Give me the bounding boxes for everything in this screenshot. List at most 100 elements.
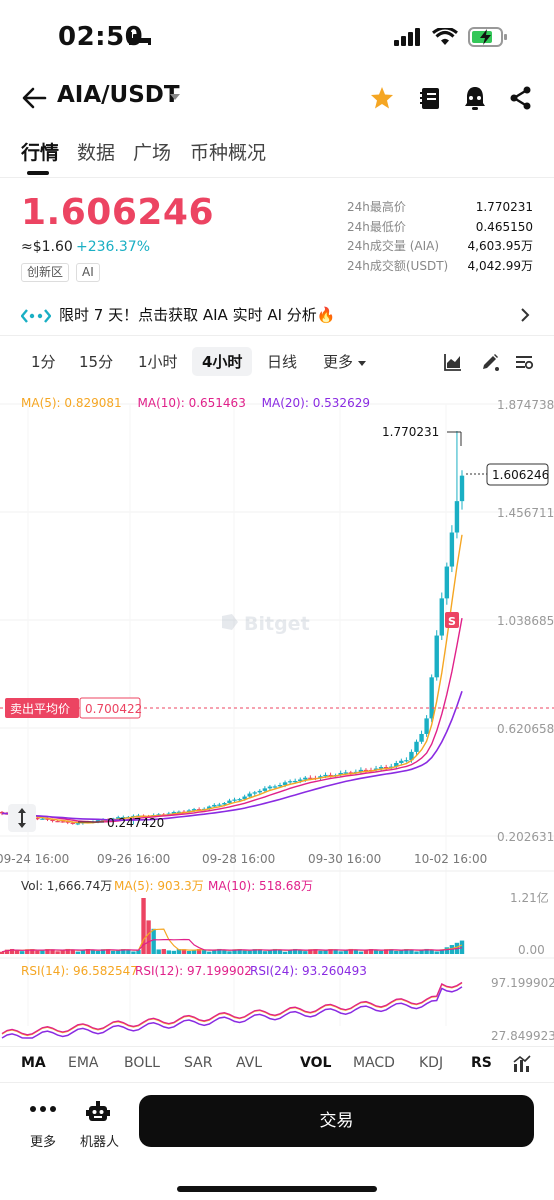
candle-body xyxy=(383,767,389,769)
volume-bar xyxy=(353,949,359,954)
draw-tool-icon[interactable] xyxy=(480,352,500,372)
star-icon[interactable] xyxy=(368,84,396,112)
indicator-kdj[interactable]: KDJ xyxy=(419,1055,444,1071)
candle-body xyxy=(434,635,439,678)
candle-body xyxy=(95,820,101,822)
indicator-avl[interactable]: AVL xyxy=(236,1055,263,1071)
volume-bar xyxy=(232,949,237,954)
interval-more[interactable]: 更多 xyxy=(323,351,366,372)
chart-settings-icon[interactable] xyxy=(514,352,534,372)
kline-chart[interactable]: Bitget 卖出平均价 0.700422 1.770231 0.247420 … xyxy=(0,386,554,1046)
chart-drag-handle[interactable] xyxy=(8,804,36,832)
rsi-legend-24: RSI(24): 93.260493 xyxy=(250,964,367,978)
bottom-bar: 更多 机器人 交易 xyxy=(0,1082,554,1200)
more-label[interactable]: 更多 xyxy=(30,1135,57,1150)
volume-bar xyxy=(414,951,419,954)
chevron-down-icon[interactable] xyxy=(170,94,180,101)
vol-legend-ma5: MA(5): 903.3万 xyxy=(114,879,204,893)
volume-bar xyxy=(212,949,217,954)
indicator-rs[interactable]: RS xyxy=(471,1055,492,1071)
robot-label[interactable]: 机器人 xyxy=(80,1135,120,1150)
volume-bar xyxy=(308,949,313,954)
ma20-legend: MA(20): 0.532629 xyxy=(261,396,370,410)
volume-bar xyxy=(303,951,308,954)
sell-marker-s[interactable]: S xyxy=(445,612,459,628)
indicator-boll[interactable]: BOLL xyxy=(124,1055,160,1071)
interval-1h[interactable]: 1小时 xyxy=(138,353,178,371)
candle-body xyxy=(60,821,65,823)
tag-ai[interactable]: AI xyxy=(76,263,100,282)
top-nav: AIA/USDT xyxy=(0,76,554,122)
vol-ma10-line xyxy=(1,938,463,953)
volume-bar xyxy=(4,949,10,954)
tab-data[interactable]: 数据 xyxy=(77,142,116,164)
y-label-3: 1.038685 xyxy=(497,614,554,628)
volume-bars xyxy=(0,898,465,954)
indicator-vol[interactable]: VOL xyxy=(300,1055,332,1071)
volume-bar xyxy=(272,948,278,954)
trade-button[interactable]: 交易 xyxy=(139,1095,534,1147)
volume-bar xyxy=(318,950,323,954)
volume-bar xyxy=(171,950,177,954)
candle-body xyxy=(404,760,409,762)
candle-body xyxy=(424,718,429,734)
tab-square[interactable]: 广场 xyxy=(133,142,172,164)
main-tabs: 行情 数据 广场 币种概况 xyxy=(0,132,554,178)
tag-innovation-zone[interactable]: 创新区 xyxy=(21,263,70,282)
kline-chart-svg[interactable]: Bitget 卖出平均价 0.700422 1.770231 0.247420 … xyxy=(0,386,554,1046)
interval-15m[interactable]: 15分 xyxy=(79,353,114,371)
ma-legend: MA(5): 0.829081 MA(10): 0.651463 MA(20):… xyxy=(21,396,382,410)
interval-1m[interactable]: 1分 xyxy=(31,353,56,371)
ai-analysis-banner[interactable]: 限时 7 天！点击获取 AIA 实时 AI 分析🔥 xyxy=(0,296,554,336)
share-icon[interactable] xyxy=(507,84,535,112)
indicator-sar[interactable]: SAR xyxy=(184,1055,213,1071)
candle-body xyxy=(444,566,450,599)
volume-bar xyxy=(116,950,121,954)
indicator-ema[interactable]: EMA xyxy=(68,1055,99,1071)
candle-body xyxy=(439,598,444,636)
avg-sell-marker[interactable]: 卖出平均价 0.700422 xyxy=(5,697,142,719)
candle-body xyxy=(287,781,293,783)
tab-market[interactable]: 行情 xyxy=(21,142,60,164)
x-label-2: 09-26 16:00 xyxy=(97,852,170,866)
current-price-tag: 1.606246 xyxy=(492,468,549,482)
interval-4h[interactable]: 4小时 xyxy=(192,347,253,376)
home-indicator xyxy=(177,1186,377,1192)
more-icon[interactable] xyxy=(28,1103,58,1115)
alert-bell-icon[interactable] xyxy=(461,84,489,112)
candle-body xyxy=(394,762,399,767)
rsi14-line xyxy=(1,982,463,1037)
candle-body xyxy=(75,823,81,825)
y-axis-labels: 1.874738 1.456711 1.038685 0.620658 0.20… xyxy=(497,398,554,844)
candle-body xyxy=(171,811,177,814)
tab-coin-overview[interactable]: 币种概况 xyxy=(190,142,267,164)
status-time: 02:50 xyxy=(58,22,144,52)
volume-bar xyxy=(196,948,202,954)
candle-body xyxy=(343,772,348,774)
pair-title[interactable]: AIA/USDT xyxy=(57,82,180,108)
back-arrow-icon[interactable] xyxy=(20,84,48,112)
interval-more-label: 更多 xyxy=(323,353,354,371)
last-price: 1.606246 xyxy=(21,192,215,233)
candle-body xyxy=(348,772,353,774)
x-label-5: 10-02 16:00 xyxy=(414,852,487,866)
robot-icon[interactable] xyxy=(86,1101,110,1123)
volume-bar xyxy=(121,949,126,954)
vol-y-top: 1.21亿 xyxy=(510,890,549,905)
volume-bar xyxy=(85,949,91,954)
indicator-macd[interactable]: MACD xyxy=(353,1055,395,1071)
rsi-legend-12: RSI(12): 97.199902 xyxy=(135,964,252,978)
volume-bar xyxy=(277,949,283,954)
chart-type-icon[interactable] xyxy=(443,352,463,372)
indicator-settings-icon[interactable] xyxy=(512,1055,532,1073)
candle-body xyxy=(338,772,343,776)
candle-body xyxy=(318,776,323,779)
volume-bar xyxy=(287,949,293,954)
volume-bar xyxy=(45,949,50,954)
high-marker-label: 1.770231 xyxy=(382,425,439,439)
chevron-right-icon[interactable] xyxy=(520,308,530,322)
indicator-ma[interactable]: MA xyxy=(21,1055,46,1071)
candle-body xyxy=(196,809,202,811)
interval-1d[interactable]: 日线 xyxy=(267,353,298,371)
notebook-icon[interactable] xyxy=(416,84,444,112)
